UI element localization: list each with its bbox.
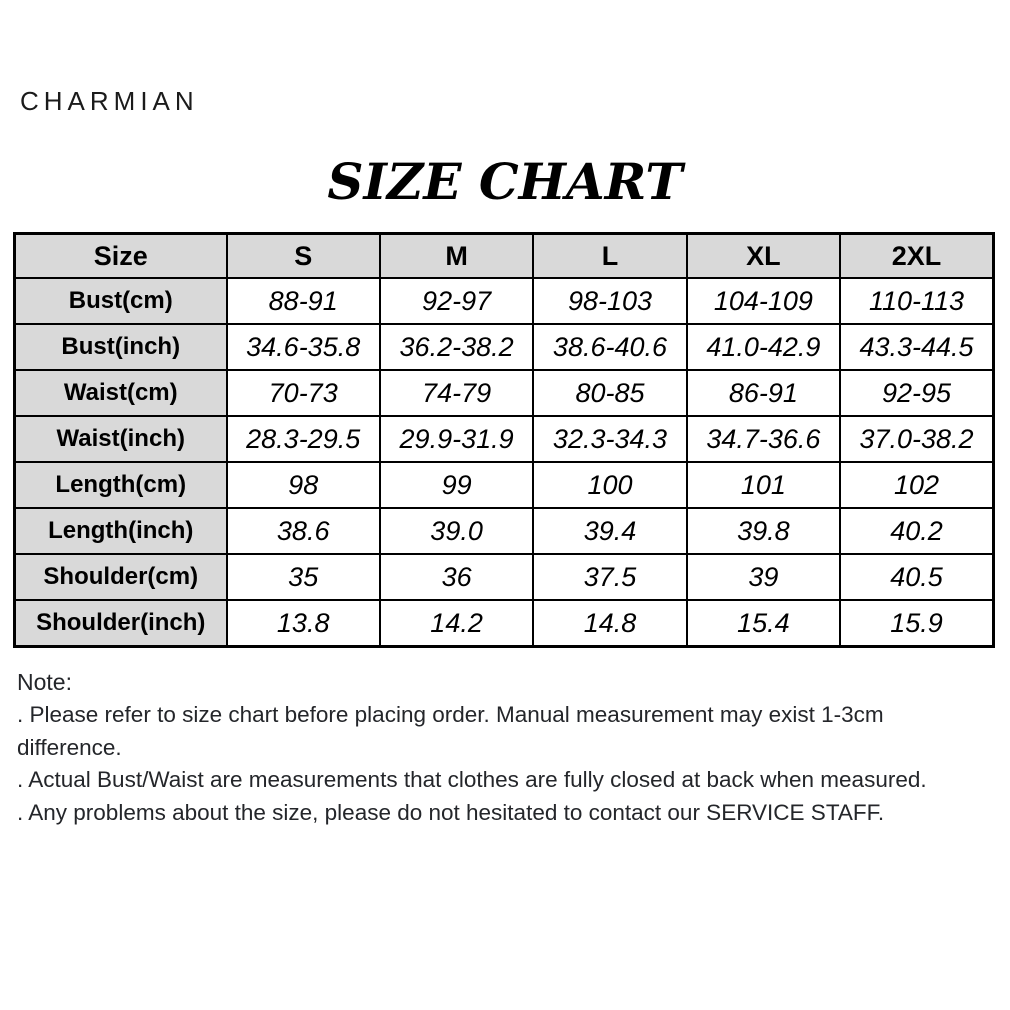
note-lines: . Please refer to size chart before plac… bbox=[17, 699, 975, 829]
measurement-cell: 36 bbox=[378, 553, 535, 601]
table-row: Bust(cm) 88-91 92-97 98-103 104-109 110-113 bbox=[13, 277, 995, 325]
row-label: Bust(cm) bbox=[13, 277, 228, 325]
size-table-header-row: Size S M L XL 2XL bbox=[13, 232, 995, 279]
measurement-cell: 15.9 bbox=[839, 599, 995, 648]
note-line: . Please refer to size chart before plac… bbox=[17, 702, 884, 760]
measurement-cell: 86-91 bbox=[685, 369, 842, 417]
measurement-cell: 98-103 bbox=[532, 277, 688, 325]
row-label: Shoulder(inch) bbox=[13, 599, 228, 648]
measurement-cell: 43.3-44.5 bbox=[839, 323, 995, 371]
measurement-cell: 13.8 bbox=[225, 599, 381, 648]
measurement-cell: 39.8 bbox=[685, 507, 842, 555]
size-header-L: L bbox=[532, 232, 688, 279]
size-column-header: Size bbox=[13, 232, 228, 279]
size-header-S: S bbox=[225, 232, 381, 279]
table-row: Waist(inch) 28.3-29.5 29.9-31.9 32.3-34.3 34… bbox=[13, 415, 995, 463]
row-label: Bust(inch) bbox=[13, 323, 228, 371]
measurement-cell: 14.2 bbox=[378, 599, 535, 648]
measurement-cell: 101 bbox=[685, 461, 842, 509]
brand-logo: CHARMIAN bbox=[20, 86, 199, 116]
measurement-cell: 110-113 bbox=[839, 277, 995, 325]
measurement-cell: 80-85 bbox=[532, 369, 688, 417]
measurement-cell: 70-73 bbox=[225, 369, 381, 417]
measurement-cell: 36.2-38.2 bbox=[378, 323, 535, 371]
size-table: Size S M L XL 2XL Bust(cm) 88-91 92-97 98-103 104… bbox=[13, 232, 995, 648]
row-label: Waist(inch) bbox=[13, 415, 228, 463]
row-label: Waist(cm) bbox=[13, 369, 228, 417]
measurement-cell: 104-109 bbox=[685, 277, 842, 325]
size-header-XL: XL bbox=[685, 232, 842, 279]
size-table-body: Bust(cm) 88-91 92-97 98-103 104-109 110-113 Bu… bbox=[13, 277, 995, 648]
row-label: Length(inch) bbox=[13, 507, 228, 555]
table-row: Shoulder(inch) 13.8 14.2 14.8 15.4 15.9 bbox=[13, 599, 995, 648]
measurement-cell: 40.2 bbox=[839, 507, 995, 555]
note-line: . Any problems about the size, please do… bbox=[17, 799, 885, 825]
row-label: Length(cm) bbox=[13, 461, 228, 509]
notes-section: Note: . Please refer to size chart befor… bbox=[17, 666, 975, 829]
measurement-cell: 38.6-40.6 bbox=[532, 323, 688, 371]
measurement-cell: 39.0 bbox=[378, 507, 535, 555]
table-row: Length(cm) 98 99 100 101 102 bbox=[13, 461, 995, 509]
row-label: Shoulder(cm) bbox=[13, 553, 228, 601]
measurement-cell: 15.4 bbox=[685, 599, 842, 648]
measurement-cell: 99 bbox=[378, 461, 535, 509]
measurement-cell: 37.0-38.2 bbox=[839, 415, 995, 463]
measurement-cell: 39 bbox=[685, 553, 842, 601]
measurement-cell: 28.3-29.5 bbox=[225, 415, 381, 463]
measurement-cell: 88-91 bbox=[225, 277, 381, 325]
size-header-M: M bbox=[378, 232, 535, 279]
measurement-cell: 98 bbox=[225, 461, 381, 509]
size-table-header: Size S M L XL 2XL bbox=[13, 232, 995, 279]
measurement-cell: 37.5 bbox=[532, 553, 688, 601]
measurement-cell: 35 bbox=[225, 553, 381, 601]
table-row: Bust(inch) 34.6-35.8 36.2-38.2 38.6-40.6 41.… bbox=[13, 323, 995, 371]
table-row: Shoulder(cm) 35 36 37.5 39 40.5 bbox=[13, 553, 995, 601]
page-title: SIZE CHART bbox=[327, 152, 683, 211]
measurement-cell: 34.7-36.6 bbox=[685, 415, 842, 463]
measurement-cell: 14.8 bbox=[532, 599, 688, 648]
table-row: Length(inch) 38.6 39.0 39.4 39.8 40.2 bbox=[13, 507, 995, 555]
measurement-cell: 100 bbox=[532, 461, 688, 509]
measurement-cell: 92-97 bbox=[378, 277, 535, 325]
table-row: Waist(cm) 70-73 74-79 80-85 86-91 92-95 bbox=[13, 369, 995, 417]
note-line: . Actual Bust/Waist are measurements tha… bbox=[17, 767, 927, 792]
measurement-cell: 34.6-35.8 bbox=[225, 323, 381, 371]
measurement-cell: 40.5 bbox=[839, 553, 995, 601]
measurement-cell: 74-79 bbox=[378, 369, 535, 417]
measurement-cell: 41.0-42.9 bbox=[685, 323, 842, 371]
measurement-cell: 92-95 bbox=[839, 369, 995, 417]
size-header-2XL: 2XL bbox=[839, 232, 995, 279]
measurement-cell: 102 bbox=[839, 461, 995, 509]
measurement-cell: 32.3-34.3 bbox=[532, 415, 688, 463]
measurement-cell: 29.9-31.9 bbox=[378, 415, 535, 463]
note-heading: Note: bbox=[17, 669, 72, 695]
measurement-cell: 38.6 bbox=[225, 507, 381, 555]
measurement-cell: 39.4 bbox=[532, 507, 688, 555]
